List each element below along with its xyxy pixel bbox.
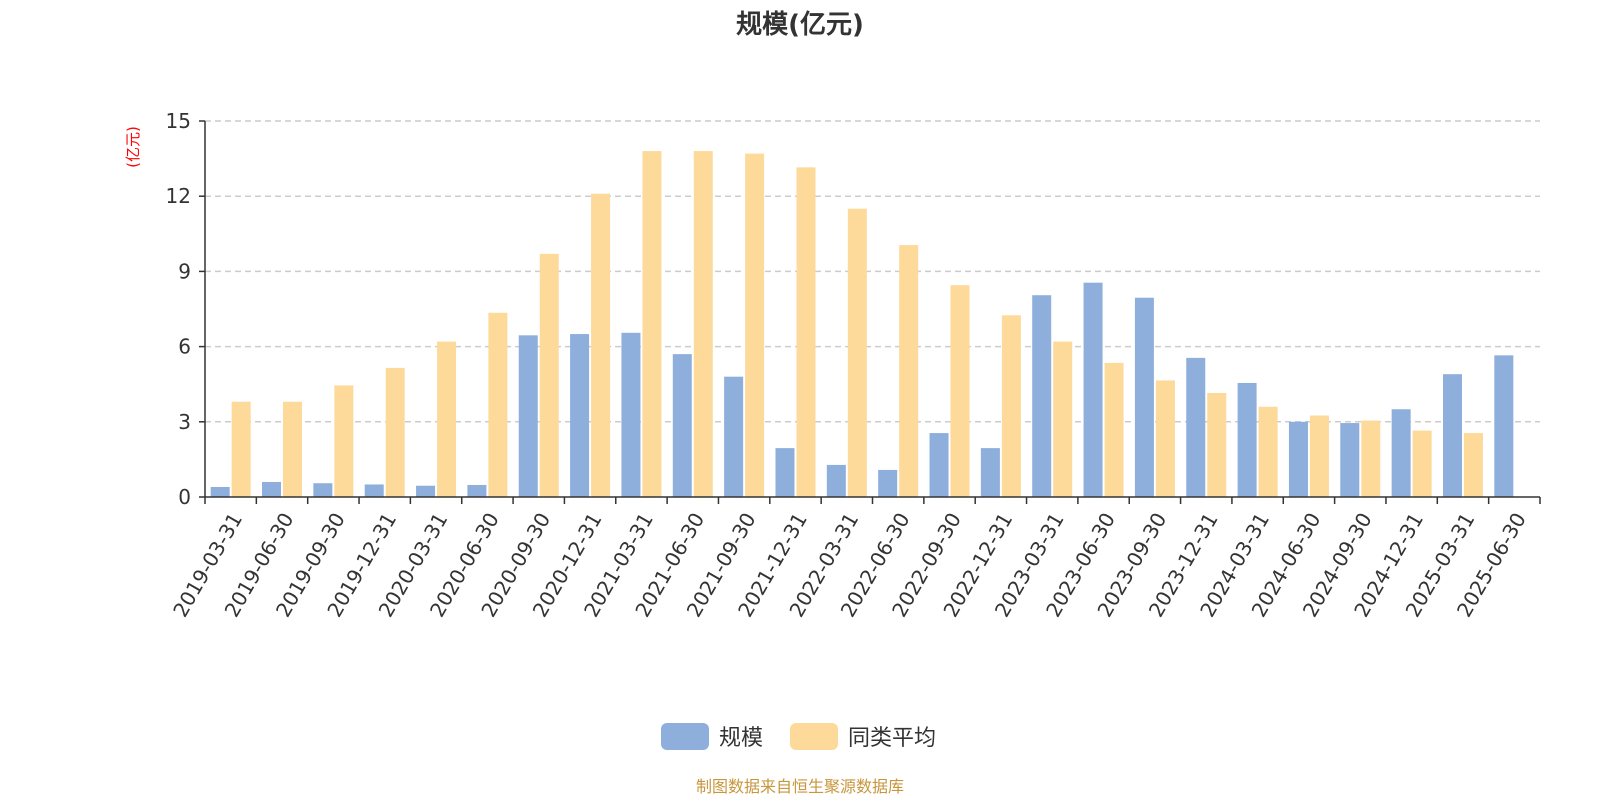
bar-scale[interactable] bbox=[929, 433, 949, 497]
y-tick-label: 6 bbox=[178, 335, 191, 359]
bar-scale[interactable] bbox=[1288, 421, 1308, 497]
legend-label: 同类平均 bbox=[848, 726, 936, 751]
bar-scale[interactable] bbox=[1186, 357, 1206, 497]
bar-peer-average[interactable] bbox=[950, 285, 970, 497]
bar-scale[interactable] bbox=[416, 485, 436, 497]
bar-scale[interactable] bbox=[313, 483, 333, 497]
bar-peer-average[interactable] bbox=[1155, 380, 1175, 497]
bar-scale[interactable] bbox=[980, 448, 1000, 497]
bar-scale[interactable] bbox=[262, 481, 282, 497]
bar-peer-average[interactable] bbox=[899, 245, 919, 497]
bar-peer-average[interactable] bbox=[488, 312, 508, 497]
y-tick-label: 9 bbox=[178, 259, 191, 283]
y-tick-label: 0 bbox=[178, 485, 191, 509]
bar-scale[interactable] bbox=[724, 376, 744, 497]
bar-peer-average[interactable] bbox=[283, 401, 303, 497]
bar-peer-average[interactable] bbox=[1001, 315, 1021, 497]
bar-peer-average[interactable] bbox=[1104, 362, 1124, 497]
y-tick-label: 3 bbox=[178, 410, 191, 434]
bar-scale[interactable] bbox=[1340, 423, 1360, 497]
legend-swatch bbox=[661, 723, 709, 750]
bar-peer-average[interactable] bbox=[693, 151, 713, 497]
bar-peer-average[interactable] bbox=[1258, 406, 1278, 497]
bar-peer-average[interactable] bbox=[1361, 420, 1381, 497]
grid-lines bbox=[205, 120, 1540, 423]
bar-peer-average[interactable] bbox=[642, 151, 662, 497]
bar-peer-average[interactable] bbox=[1309, 415, 1329, 497]
chart-title: 规模(亿元) bbox=[736, 10, 864, 40]
bar-peer-average[interactable] bbox=[847, 208, 867, 497]
bar-scale[interactable] bbox=[1237, 382, 1257, 497]
bar-scale[interactable] bbox=[826, 464, 846, 497]
bar-peer-average[interactable] bbox=[745, 153, 765, 497]
source-note: 制图数据来自恒生聚源数据库 bbox=[696, 777, 904, 796]
y-tick-label: 15 bbox=[166, 109, 191, 133]
bar-peer-average[interactable] bbox=[1412, 430, 1432, 497]
bar-peer-average[interactable] bbox=[591, 193, 611, 497]
bar-scale[interactable] bbox=[775, 448, 795, 497]
bar-peer-average[interactable] bbox=[231, 401, 251, 497]
bar-scale[interactable] bbox=[878, 469, 898, 497]
legend-item-scale[interactable]: 规模 bbox=[661, 723, 763, 751]
bar-scale[interactable] bbox=[1391, 409, 1411, 497]
bar-peer-average[interactable] bbox=[539, 253, 559, 497]
bar-scale[interactable] bbox=[1083, 282, 1103, 497]
bar-peer-average[interactable] bbox=[334, 385, 354, 497]
bars bbox=[210, 151, 1514, 497]
y-axis-unit-label: (亿元) bbox=[124, 126, 142, 168]
legend-swatch bbox=[790, 723, 838, 750]
legend-item-peer-average[interactable]: 同类平均 bbox=[790, 723, 936, 751]
bar-scale[interactable] bbox=[518, 335, 538, 497]
bar-scale[interactable] bbox=[364, 484, 384, 497]
bar-peer-average[interactable] bbox=[437, 341, 457, 497]
bar-peer-average[interactable] bbox=[1053, 341, 1073, 497]
bar-scale[interactable] bbox=[621, 332, 641, 497]
bar-scale[interactable] bbox=[210, 486, 230, 497]
bar-scale[interactable] bbox=[1134, 297, 1154, 497]
bar-peer-average[interactable] bbox=[1463, 433, 1483, 497]
bar-scale[interactable] bbox=[1032, 295, 1052, 497]
bar-scale[interactable] bbox=[570, 334, 590, 497]
bar-peer-average[interactable] bbox=[1207, 392, 1227, 497]
bar-scale[interactable] bbox=[1494, 355, 1514, 497]
bar-scale[interactable] bbox=[1442, 374, 1462, 497]
bar-peer-average[interactable] bbox=[385, 367, 405, 497]
legend-label: 规模 bbox=[719, 726, 763, 751]
legend[interactable]: 规模 同类平均 bbox=[661, 723, 936, 751]
y-tick-label: 12 bbox=[166, 184, 191, 208]
bar-peer-average[interactable] bbox=[796, 167, 816, 497]
bar-scale[interactable] bbox=[672, 354, 692, 497]
bar-scale[interactable] bbox=[467, 484, 487, 497]
